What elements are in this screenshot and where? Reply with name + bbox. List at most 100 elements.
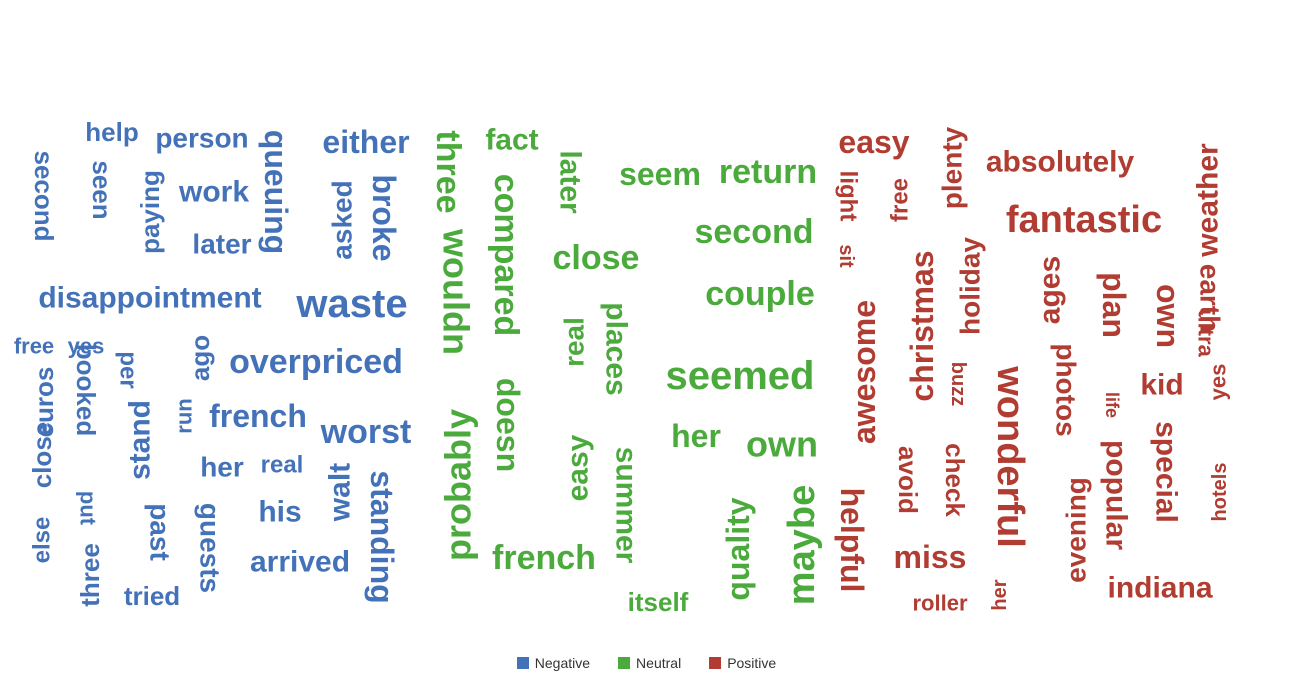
cloud-word-negative-asked: asked (327, 180, 358, 259)
cloud-word-positive-fantastic: fantastic (1006, 199, 1162, 241)
cloud-word-positive-ages: ages (1034, 256, 1067, 324)
cloud-word-neutral-quality: quality (720, 497, 756, 600)
cloud-word-positive-absolutely: absolutely (986, 146, 1135, 179)
cloud-word-positive-holiday: holiday (955, 237, 986, 335)
cloud-word-negative-person: person (155, 123, 248, 154)
cloud-word-positive-awesome: awesome (846, 300, 882, 444)
legend-swatch-negative (516, 657, 529, 669)
cloud-word-positive-wonderful: wonderful (989, 365, 1031, 548)
cloud-word-negative-put: put (76, 491, 101, 526)
cloud-word-positive-earth: earth (1195, 264, 1226, 332)
cloud-word-neutral-couple: couple (705, 275, 815, 313)
cloud-word-negative-french: french (209, 398, 307, 434)
cloud-word-positive-ultra: ultra (1194, 309, 1219, 357)
cloud-word-neutral-easy: easy (562, 434, 595, 501)
cloud-word-positive-avoid: avoid (893, 446, 923, 514)
cloud-word-positive-weather: weather (1192, 143, 1225, 258)
cloud-word-positive-plan: plan (1096, 272, 1132, 338)
legend-item-neutral: Neutral (618, 655, 681, 671)
cloud-word-neutral-probably: probably (438, 409, 479, 561)
cloud-word-neutral-doesn: doesn (490, 378, 526, 472)
legend-label-negative: Negative (534, 655, 591, 671)
cloud-word-negative-queuing: queuing (258, 130, 294, 254)
cloud-word-negative-arrived: arrived (250, 546, 350, 579)
cloud-word-neutral-maybe: maybe (781, 485, 823, 605)
cloud-word-neutral-close: close (553, 239, 640, 277)
cloud-word-negative-work: work (178, 176, 249, 209)
cloud-word-neutral-itself: itself (628, 587, 689, 617)
cloud-word-positive-her: her (989, 579, 1011, 610)
cloud-word-negative-disappointment: disappointment (38, 282, 261, 315)
cloud-word-negative-help: help (85, 117, 138, 147)
cloud-word-negative-worst: worst (320, 413, 412, 451)
cloud-word-neutral-own: own (746, 424, 818, 465)
cloud-word-neutral-real: real (559, 317, 590, 367)
cloud-word-neutral-wouldn: wouldn (436, 228, 477, 355)
legend-item-positive: Positive (709, 655, 776, 671)
cloud-word-positive-light: light (835, 171, 862, 222)
cloud-word-positive-helpful: helpful (834, 488, 870, 593)
cloud-word-negative-second: second (29, 150, 59, 241)
cloud-word-positive-indiana: indiana (1107, 572, 1212, 605)
cloud-word-negative-his: his (258, 496, 301, 529)
cloud-word-positive-special: special (1150, 421, 1183, 523)
cloud-word-neutral-three: three (429, 130, 467, 213)
cloud-word-neutral-places: places (600, 302, 633, 395)
cloud-word-negative-broke: broke (366, 174, 402, 261)
cloud-word-negative-past: past (145, 503, 176, 561)
cloud-word-positive-buzz: buzz (947, 362, 969, 406)
cloud-word-positive-popular: popular (1100, 440, 1133, 550)
cloud-word-positive-free: free (887, 178, 914, 222)
cloud-word-positive-photos: photos (1051, 343, 1082, 436)
cloud-word-negative-paying: paying (135, 170, 165, 254)
cloud-word-positive-yes: yes (1206, 364, 1231, 401)
cloud-word-positive-check: check (940, 443, 970, 517)
cloud-word-negative-booked: booked (71, 344, 101, 436)
cloud-word-negative-overpriced: overpriced (229, 343, 403, 381)
legend-swatch-neutral (618, 657, 631, 669)
cloud-word-negative-standing: standing (364, 470, 400, 603)
cloud-word-negative-close: close (27, 422, 57, 489)
cloud-word-negative-real: real (261, 452, 304, 479)
cloud-word-negative-three: three (75, 543, 105, 607)
cloud-word-neutral-french: french (492, 539, 596, 577)
cloud-word-positive-hotels: hotels (1209, 463, 1231, 522)
cloud-word-positive-evening: evening (1061, 477, 1092, 583)
cloud-word-negative-euros: euros (29, 367, 59, 438)
cloud-word-neutral-second: second (694, 213, 813, 251)
cloud-word-negative-free: free (14, 334, 54, 359)
cloud-word-positive-christmas: christmas (904, 250, 940, 401)
legend-label-positive: Positive (727, 655, 777, 671)
cloud-word-neutral-compared: compared (487, 174, 525, 337)
cloud-word-negative-her: her (200, 452, 244, 483)
cloud-word-positive-kid: kid (1140, 369, 1183, 402)
cloud-word-positive-sit: sit (835, 244, 857, 268)
cloud-word-neutral-her: her (671, 418, 721, 454)
cloud-word-neutral-summer: summer (610, 447, 643, 564)
cloud-word-negative-stand: stand (124, 400, 157, 480)
cloud-word-neutral-return: return (719, 153, 817, 191)
cloud-word-negative-tried: tried (124, 581, 180, 611)
cloud-word-neutral-seemed: seemed (666, 354, 815, 398)
cloud-word-negative-later: later (192, 229, 251, 260)
cloud-word-negative-per: per (115, 351, 142, 388)
cloud-word-neutral-fact: fact (485, 124, 538, 157)
cloud-word-positive-easy: easy (838, 124, 909, 160)
legend-swatch-positive (709, 657, 722, 669)
cloud-word-negative-waste: waste (295, 282, 407, 326)
cloud-word-positive-roller: roller (912, 591, 967, 616)
legend-item-negative: Negative (516, 655, 591, 671)
cloud-word-negative-seen: seen (87, 160, 117, 219)
cloud-word-negative-walt: walt (324, 463, 357, 522)
cloud-word-negative-either: either (322, 124, 409, 160)
cloud-word-negative-else: else (29, 517, 56, 564)
cloud-word-positive-own: own (1150, 284, 1186, 348)
cloud-word-negative-ago: ago (185, 335, 215, 381)
cloud-word-negative-yes: yes (68, 334, 105, 359)
cloud-word-neutral-later: later (554, 150, 587, 214)
cloud-word-positive-plenty: plenty (937, 126, 968, 209)
legend-label-neutral: Neutral (636, 655, 682, 671)
cloud-word-positive-life: life (1102, 392, 1122, 418)
cloud-word-neutral-seem: seem (619, 156, 701, 192)
